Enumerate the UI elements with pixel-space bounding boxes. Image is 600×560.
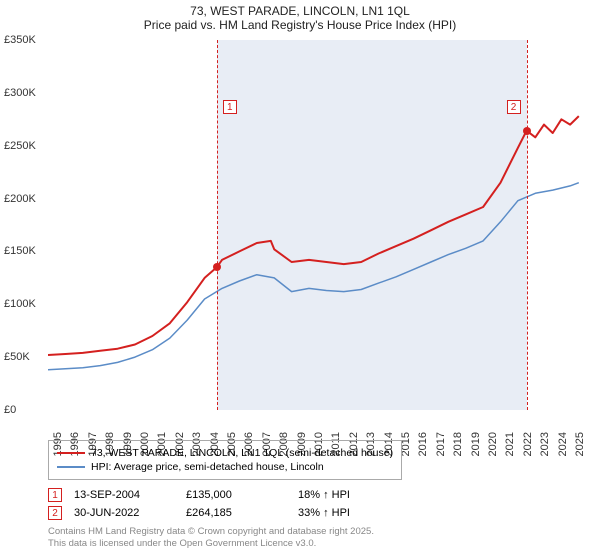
transaction-price: £264,185: [186, 507, 286, 519]
legend-and-footer: 73, WEST PARADE, LINCOLN, LN1 1QL (semi-…: [48, 440, 584, 551]
y-tick-label: £300K: [4, 87, 36, 99]
legend-label: 73, WEST PARADE, LINCOLN, LN1 1QL (semi-…: [91, 447, 393, 459]
legend-swatch: [57, 452, 85, 454]
marker-line-2: [527, 40, 528, 410]
series-hpi: [48, 183, 579, 370]
legend-item: HPI: Average price, semi-detached house,…: [57, 461, 393, 473]
attribution-footer: Contains HM Land Registry data © Crown c…: [48, 526, 584, 551]
marker-dot-1: [213, 263, 221, 271]
transaction-marker: 2: [48, 506, 62, 520]
transaction-marker: 1: [48, 488, 62, 502]
legend-box: 73, WEST PARADE, LINCOLN, LN1 1QL (semi-…: [48, 440, 402, 480]
line-layer: [48, 40, 584, 410]
transaction-date: 30-JUN-2022: [74, 507, 174, 519]
marker-box-1: 1: [223, 100, 237, 114]
series-price-paid: [48, 116, 579, 355]
legend-item: 73, WEST PARADE, LINCOLN, LN1 1QL (semi-…: [57, 447, 393, 459]
transaction-price: £135,000: [186, 489, 286, 501]
transaction-table: 1 13-SEP-2004 £135,000 18% ↑ HPI 2 30-JUN-202…: [48, 488, 584, 520]
chart-title-block: 73, WEST PARADE, LINCOLN, LN1 1QL Price …: [0, 0, 600, 34]
footer-line-1: Contains HM Land Registry data © Crown c…: [48, 526, 584, 538]
legend-swatch: [57, 466, 85, 468]
y-tick-label: £250K: [4, 140, 36, 152]
transaction-row: 2 30-JUN-2022 £264,185 33% ↑ HPI: [48, 506, 584, 520]
title-address: 73, WEST PARADE, LINCOLN, LN1 1QL: [0, 4, 600, 18]
y-tick-label: £0: [4, 404, 16, 416]
transaction-delta: 33% ↑ HPI: [298, 507, 398, 519]
transaction-date: 13-SEP-2004: [74, 489, 174, 501]
legend-label: HPI: Average price, semi-detached house,…: [91, 461, 324, 473]
y-tick-label: £150K: [4, 245, 36, 257]
y-tick-label: £50K: [4, 351, 30, 363]
title-subtitle: Price paid vs. HM Land Registry's House …: [0, 18, 600, 32]
y-tick-label: £100K: [4, 298, 36, 310]
marker-box-2: 2: [507, 100, 521, 114]
transaction-delta: 18% ↑ HPI: [298, 489, 398, 501]
y-tick-label: £200K: [4, 193, 36, 205]
y-tick-label: £350K: [4, 34, 36, 46]
footer-line-2: This data is licensed under the Open Gov…: [48, 538, 584, 550]
transaction-row: 1 13-SEP-2004 £135,000 18% ↑ HPI: [48, 488, 584, 502]
marker-dot-2: [523, 127, 531, 135]
chart-area: £0£50K£100K£150K£200K£250K£300K£350K1995…: [48, 40, 584, 410]
marker-line-1: [217, 40, 218, 410]
